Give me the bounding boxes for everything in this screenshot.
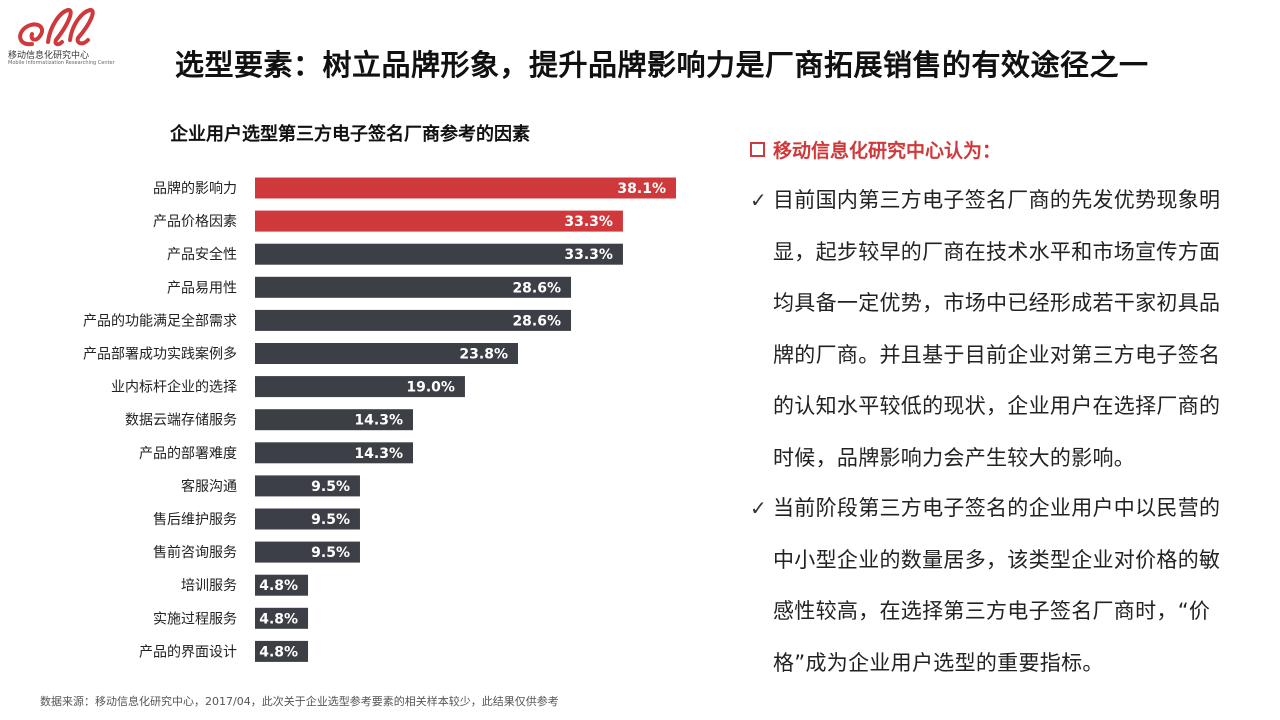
data-label: 9.5%: [311, 512, 350, 528]
bar: [255, 177, 677, 199]
category-label: 产品的界面设计: [139, 644, 237, 660]
square-bullet-icon: [750, 142, 765, 157]
analysis-bullet-text: 目前国内第三方电子签名厂商的先发优势现象明显，起步较早的厂商在技术水平和市场宣传…: [773, 188, 1221, 470]
category-label: 业内标杆企业的选择: [111, 379, 237, 396]
category-label: 产品的功能满足全部需求: [83, 312, 237, 329]
bar: [255, 309, 572, 331]
category-label: 品牌的影响力: [153, 180, 237, 197]
data-label: 9.5%: [311, 545, 350, 561]
data-label: 14.3%: [354, 446, 403, 462]
category-label: 售后维护服务: [153, 512, 237, 528]
category-label: 产品的部署难度: [139, 446, 237, 462]
category-label: 培训服务: [181, 578, 237, 594]
analysis-heading: 移动信息化研究中心认为：: [750, 136, 1001, 163]
data-source-note: 数据来源：移动信息化研究中心，2017/04，此次关于企业选型参考要素的相关样本…: [40, 695, 559, 708]
bar: [255, 508, 360, 530]
data-label: 9.5%: [311, 479, 350, 495]
bar-chart: 品牌的影响力 38.1% 产品价格因素 33.3% 产品安全性 33.3% 产品易用性 28.…: [83, 177, 677, 662]
data-label: 4.8%: [259, 611, 298, 627]
category-label: 数据云端存储服务: [125, 413, 237, 429]
data-label: 33.3%: [564, 214, 613, 230]
bar: [255, 243, 623, 265]
bar: [255, 541, 360, 563]
data-label: 28.6%: [512, 313, 561, 329]
data-label: 14.3%: [354, 413, 403, 429]
bar: [255, 376, 465, 398]
data-label: 38.1%: [617, 181, 666, 197]
data-label: 19.0%: [406, 380, 455, 396]
logo-subtitle: Mobile Informatization Researching Cente…: [8, 60, 115, 66]
data-label: 33.3%: [564, 247, 613, 263]
category-label: 产品安全性: [167, 246, 237, 263]
chart-title: 企业用户选型第三方电子签名厂商参考的因素: [170, 124, 530, 145]
analysis-heading-text: 移动信息化研究中心认为：: [773, 140, 1002, 162]
data-label: 23.8%: [459, 347, 508, 363]
category-label: 售前咨询服务: [153, 544, 237, 561]
bar: [255, 343, 518, 364]
analysis-bullet: ✓ 当前阶段第三方电子签名的企业用户中以民营的中小型企业的数量居多，该类型企业对…: [750, 483, 1240, 689]
bar: [255, 210, 623, 232]
category-label: 产品易用性: [167, 280, 237, 296]
analysis-bullet: ✓ 目前国内第三方电子签名厂商的先发优势现象明显，起步较早的厂商在技术水平和市场…: [750, 175, 1240, 484]
bar: [255, 574, 309, 596]
bar: [255, 442, 414, 464]
data-label: 4.8%: [259, 578, 298, 594]
category-label: 产品部署成功实践案例多: [83, 346, 237, 363]
data-label: 4.8%: [259, 644, 298, 660]
bar: [255, 607, 309, 629]
bar: [255, 409, 414, 431]
bar: [255, 475, 360, 497]
category-label: 客服沟通: [181, 478, 237, 495]
brand-logo-icon: [18, 8, 95, 47]
data-label: 28.6%: [512, 280, 561, 296]
bar: [255, 276, 572, 298]
check-icon: ✓: [750, 188, 767, 212]
analysis-bullet-text: 当前阶段第三方电子签名的企业用户中以民营的中小型企业的数量居多，该类型企业对价格…: [773, 496, 1221, 675]
category-label: 产品价格因素: [153, 214, 237, 230]
check-icon: ✓: [750, 496, 767, 520]
page-title: 选型要素：树立品牌形象，提升品牌影响力是厂商拓展销售的有效途径之一: [175, 48, 1149, 82]
bar: [255, 640, 309, 662]
category-label: 实施过程服务: [153, 611, 237, 627]
logo-name: 移动信息化研究中心: [8, 51, 90, 61]
